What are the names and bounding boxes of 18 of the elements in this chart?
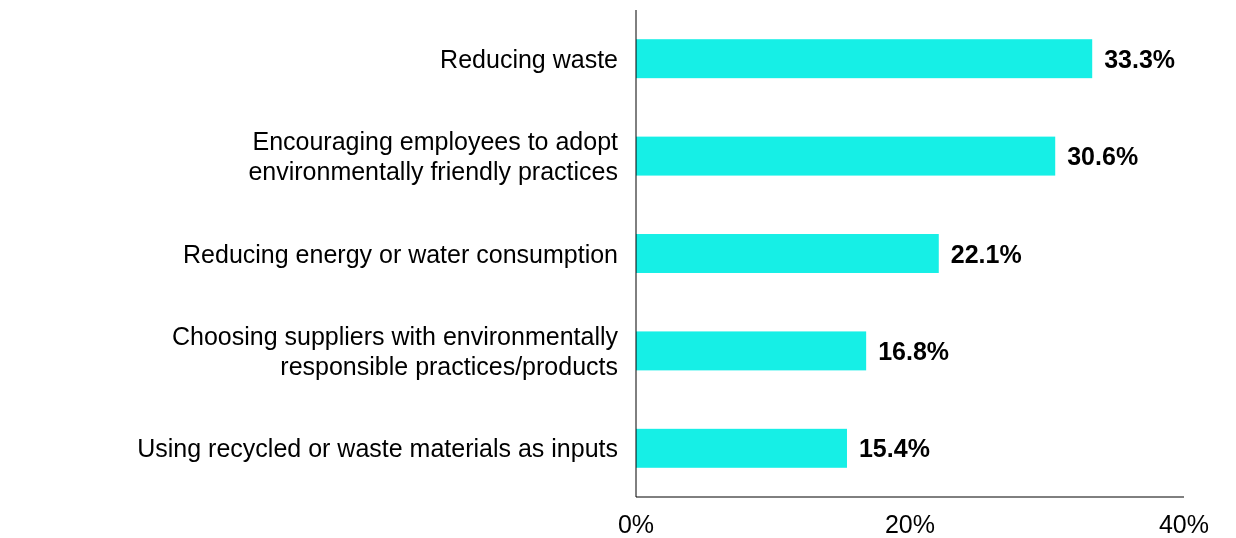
bar [636,39,1093,79]
y-tick-label: Reducing waste [440,44,618,73]
x-tick-label: 0% [617,510,655,538]
data-label: 16.8% [878,336,950,365]
y-tick-label: Encouraging employees to adopt environmentally friendly practices [248,127,619,186]
y-tick-label: Using recycled or waste materials as inputs [137,434,618,463]
bar [636,136,1056,176]
x-tick-label: 20% [884,510,936,538]
data-label: 22.1% [950,239,1022,268]
data-label: 33.3% [1104,44,1176,73]
y-tick-label: Reducing energy or water consumption [183,239,618,268]
data-label: 30.6% [1067,142,1139,171]
bar [636,234,939,273]
x-tick-label: 40% [1158,510,1210,538]
data-label: 15.4% [858,434,930,463]
bar [636,331,867,371]
bar [636,428,847,468]
y-tick-label: Choosing suppliers with environmentally responsible practices/products [171,321,619,380]
